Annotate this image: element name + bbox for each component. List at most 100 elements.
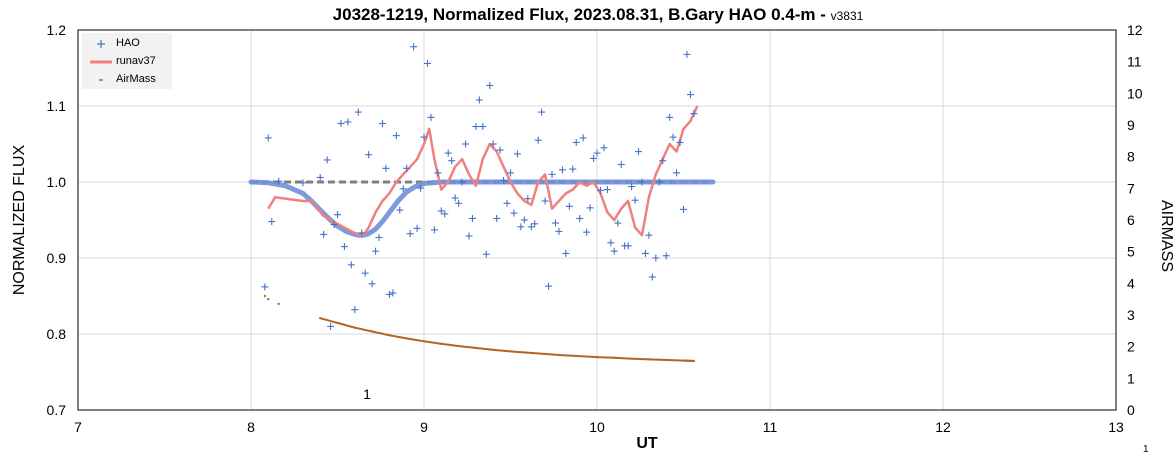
hao-point — [330, 221, 338, 229]
legend-hao-label: HAO — [116, 37, 140, 49]
y-tick-label: 1.0 — [47, 174, 67, 190]
y2-axis-label: AIRMASS — [1158, 200, 1175, 272]
hao-point — [437, 207, 445, 215]
legend-runav37-label: runav37 — [116, 55, 156, 67]
chart-title: J0328-1219, Normalized Flux, 2023.08.31,… — [333, 5, 864, 24]
hao-point — [610, 247, 618, 255]
legend-airmass-marker — [99, 79, 103, 81]
y2-tick-label: 0 — [1127, 402, 1135, 418]
annotation-label: 1 — [363, 386, 371, 402]
hao-point — [603, 186, 611, 194]
hao-point — [337, 119, 345, 127]
y2-tick-label: 12 — [1127, 22, 1143, 38]
hao-point — [264, 134, 272, 142]
y2-tick-label: 11 — [1127, 54, 1142, 70]
grid-layer — [78, 30, 1116, 410]
hao-point — [448, 157, 456, 165]
hao-point — [444, 149, 452, 157]
hao-point — [596, 186, 604, 194]
x-axis-label: UT — [636, 435, 658, 452]
hao-point — [600, 144, 608, 152]
y-tick-label: 1.1 — [47, 98, 67, 114]
hao-point — [465, 232, 473, 240]
hao-point — [372, 247, 380, 255]
hao-point — [413, 224, 421, 232]
hao-point — [299, 179, 307, 187]
legend-item-hao: HAO — [82, 35, 172, 53]
hao-point — [576, 214, 584, 222]
hao-point — [354, 108, 362, 116]
hao-point — [334, 211, 341, 219]
hao-point — [361, 269, 369, 277]
runav-layer — [267, 105, 699, 237]
hao-point — [500, 176, 508, 184]
hao-point — [493, 214, 501, 222]
y2-tick-label: 3 — [1127, 307, 1135, 323]
legend-item-runav37: runav37 — [82, 53, 172, 71]
hao-point — [396, 206, 404, 214]
y2-tick-label: 8 — [1127, 149, 1135, 165]
hao-point — [666, 113, 674, 121]
hao-point — [562, 249, 570, 257]
hao-point — [520, 216, 528, 224]
hao-point — [406, 230, 414, 238]
hao-point — [399, 185, 407, 193]
hao-point — [558, 166, 566, 174]
airmass-point — [692, 359, 696, 363]
hao-point — [434, 169, 442, 177]
legend-runav37-line — [90, 60, 112, 64]
hao-point — [590, 154, 598, 162]
hao-point — [624, 242, 632, 250]
hao-point — [358, 229, 366, 237]
y2-tick-label: 10 — [1127, 85, 1143, 101]
hao-point — [517, 223, 525, 231]
hao-point — [659, 157, 667, 165]
hao-point — [648, 273, 656, 281]
hao-point — [524, 195, 532, 203]
hao-point — [628, 183, 636, 191]
y2-tick-label: 4 — [1127, 275, 1135, 291]
hao-point — [572, 138, 580, 146]
y-tick-label: 0.8 — [47, 326, 67, 342]
hao-point — [531, 220, 539, 228]
hao-point — [510, 209, 518, 217]
hao-point — [614, 219, 622, 227]
airmass-point — [263, 294, 267, 298]
hao-point — [579, 134, 587, 142]
hao-point — [635, 148, 643, 156]
hao-point — [507, 169, 514, 177]
hao-point — [607, 239, 615, 247]
hao-point — [534, 136, 542, 144]
hao-point — [680, 205, 687, 213]
hao-point — [479, 123, 487, 131]
hao-point — [423, 59, 431, 67]
legend: HAO runav37 AirMass — [82, 33, 172, 89]
plot-frame — [77, 29, 1117, 411]
x-tick-label: 7 — [74, 419, 82, 435]
hao-point — [645, 231, 653, 239]
hao-point — [451, 194, 459, 202]
hao-point — [527, 223, 535, 231]
hao-point — [541, 197, 549, 205]
y2-tick-label: 9 — [1127, 117, 1135, 133]
hao-point — [586, 204, 594, 212]
tick-layer: 7 8 9 10 11 12 130.70.80.91.01.11.201234567891… — [47, 22, 1143, 435]
hao-point — [583, 228, 591, 236]
y-tick-label: 0.9 — [47, 250, 67, 266]
hao-point — [569, 165, 577, 173]
hao-point — [327, 322, 335, 330]
x-tick-label: 13 — [1108, 419, 1124, 435]
hao-point — [430, 226, 438, 234]
hao-point — [555, 227, 563, 235]
hao-point — [340, 243, 348, 251]
legend-hao-marker — [97, 40, 105, 48]
hao-point — [489, 140, 497, 148]
runav37-line — [267, 105, 699, 237]
legend-airmass-label: AirMass — [116, 73, 156, 85]
hao-point — [475, 96, 483, 104]
hao-point — [316, 173, 324, 181]
y-axis-label: NORMALIZED FLUX — [11, 145, 28, 296]
hao-point — [472, 123, 480, 131]
hao-point — [482, 250, 490, 258]
